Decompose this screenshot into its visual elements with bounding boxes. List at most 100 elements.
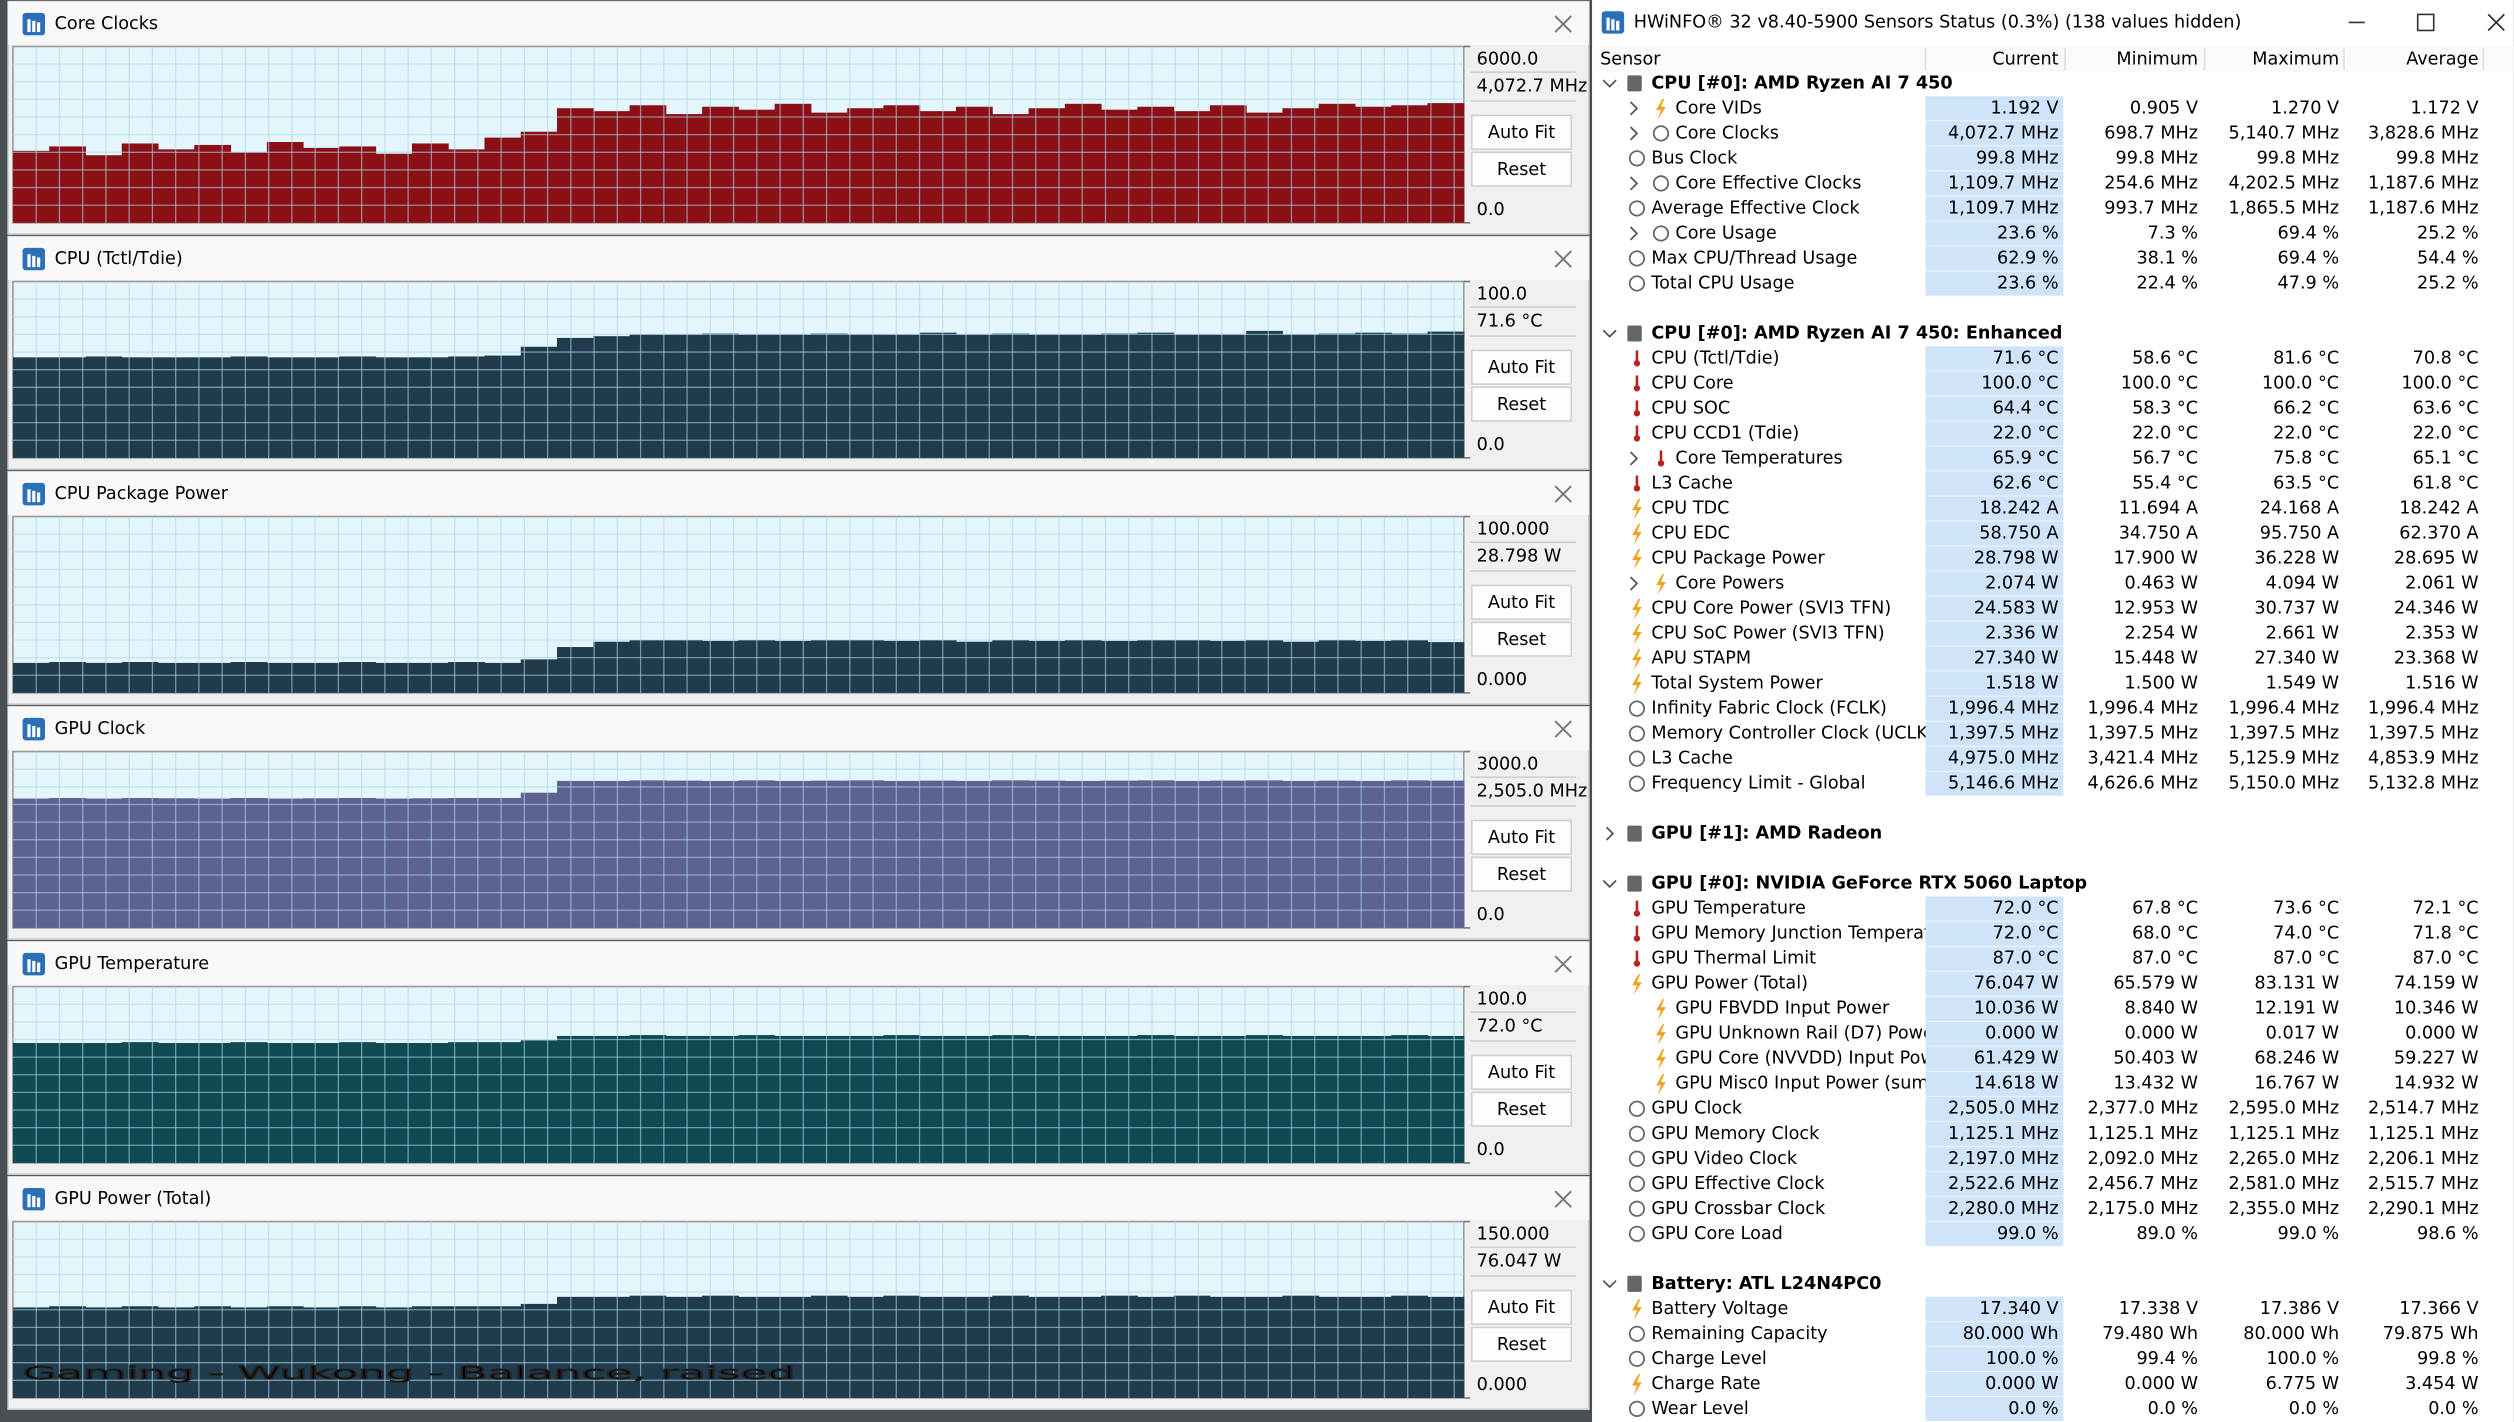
expander[interactable] xyxy=(1605,826,1615,841)
graph-sample xyxy=(883,105,921,223)
reset-label[interactable]: Reset xyxy=(1497,865,1546,885)
graph-sample xyxy=(12,662,50,693)
current-cell xyxy=(1925,1346,2064,1372)
app-icon-bar xyxy=(27,1194,31,1208)
expander[interactable] xyxy=(1602,79,1617,88)
graph-sample xyxy=(883,1035,921,1163)
expander[interactable] xyxy=(1629,101,1639,116)
close-button[interactable] xyxy=(1554,15,1572,33)
graph-sample xyxy=(1282,780,1320,928)
sensor-value: 2.353 W xyxy=(2405,624,2479,644)
sensor-value: 87.0 °C xyxy=(2273,949,2339,969)
expander[interactable] xyxy=(1602,879,1617,889)
graph-sample xyxy=(919,332,957,458)
clock-icon xyxy=(1628,1100,1646,1117)
sensor-value: 1,397.5 MHz xyxy=(2368,724,2479,744)
auto-fit-button[interactable] xyxy=(1471,349,1573,385)
graph-sample xyxy=(1318,1296,1356,1398)
graph-sample xyxy=(702,106,739,223)
graph-sample xyxy=(411,1043,449,1163)
sensor-value: 8.840 W xyxy=(2125,999,2199,1019)
reset-button[interactable] xyxy=(1471,621,1573,657)
reset-label[interactable]: Reset xyxy=(1497,1100,1546,1120)
reset-label[interactable]: Reset xyxy=(1497,1335,1546,1355)
graph-sample xyxy=(520,346,558,458)
graph-sample xyxy=(411,798,449,928)
auto-fit-label[interactable]: Auto Fit xyxy=(1488,593,1555,613)
expander[interactable] xyxy=(1629,176,1639,191)
sensor-label: Bus Clock xyxy=(1651,148,1738,168)
title-bar xyxy=(8,236,1589,280)
reset-button[interactable] xyxy=(1471,856,1573,892)
auto-fit-button[interactable] xyxy=(1471,1054,1573,1090)
graph-sample xyxy=(85,662,123,693)
temp-icon-bulb xyxy=(1657,460,1665,467)
power-icon xyxy=(1632,548,1642,570)
current-cell xyxy=(1925,346,2064,371)
graph-sample xyxy=(375,798,413,928)
group-name: GPU [#0]: NVIDIA GeForce RTX 5060 Laptop xyxy=(1651,874,2087,894)
graph-sample xyxy=(339,1042,377,1163)
expander[interactable] xyxy=(1602,1279,1617,1289)
reset-label[interactable]: Reset xyxy=(1497,630,1546,650)
auto-fit-label[interactable]: Auto Fit xyxy=(1488,828,1555,848)
close-button[interactable] xyxy=(1554,1190,1572,1208)
close-button[interactable] xyxy=(1554,720,1572,738)
graph-sample xyxy=(593,780,631,928)
auto-fit-label[interactable]: Auto Fit xyxy=(1488,1298,1555,1318)
reset-button[interactable] xyxy=(1471,386,1573,422)
reset-button[interactable] xyxy=(1471,151,1573,187)
sensor-value: 65.1 °C xyxy=(2413,449,2479,469)
power-icon xyxy=(1632,498,1642,520)
sensor-value: 71.6 °C xyxy=(1993,348,2059,368)
expander[interactable] xyxy=(1629,576,1639,591)
current-cell xyxy=(1925,171,2064,196)
graph-sample xyxy=(194,144,232,223)
graph-sample xyxy=(593,1296,631,1398)
auto-fit-label[interactable]: Auto Fit xyxy=(1488,358,1555,378)
sensor-label: Average Effective Clock xyxy=(1651,198,1860,218)
graph-sample xyxy=(339,146,377,223)
power-icon xyxy=(1656,1049,1666,1070)
close-button[interactable] xyxy=(1554,250,1572,268)
sensor-label: L3 Cache xyxy=(1651,749,1732,769)
sensor-label: Battery Voltage xyxy=(1651,1299,1788,1319)
clock-icon xyxy=(1628,700,1646,717)
auto-fit-button[interactable] xyxy=(1471,1289,1573,1326)
sensor-value: 100.0 % xyxy=(1986,1349,2059,1369)
sensor-value: 2,456.7 MHz xyxy=(2087,1174,2198,1194)
sensor-value: 2.061 W xyxy=(2405,574,2479,594)
reset-button[interactable] xyxy=(1471,1091,1573,1127)
expander[interactable] xyxy=(1629,126,1639,141)
graph-title: GPU Clock xyxy=(55,719,146,739)
auto-fit-label[interactable]: Auto Fit xyxy=(1488,1063,1555,1083)
reset-label[interactable]: Reset xyxy=(1497,160,1546,180)
app-icon-bar xyxy=(27,959,31,973)
sensor-value: 5,132.8 MHz xyxy=(2368,774,2479,794)
sensor-value: 1,125.1 MHz xyxy=(2229,1124,2340,1144)
reset-label[interactable]: Reset xyxy=(1497,395,1546,415)
auto-fit-button[interactable] xyxy=(1471,584,1573,620)
graph-sample xyxy=(1064,639,1102,693)
expander[interactable] xyxy=(1602,329,1617,338)
app-icon-bar xyxy=(32,255,36,268)
reset-button[interactable] xyxy=(1471,1326,1573,1362)
expander[interactable] xyxy=(1629,226,1639,241)
graph-sample xyxy=(1064,103,1102,223)
graph-sample xyxy=(411,357,449,458)
sensor-value: 1,125.1 MHz xyxy=(2087,1124,2198,1144)
app-icon-bar xyxy=(1616,20,1620,31)
close-button[interactable] xyxy=(1554,955,1572,973)
expander[interactable] xyxy=(1629,451,1639,466)
app-icon-bar xyxy=(32,960,36,973)
auto-fit-button[interactable] xyxy=(1471,819,1573,855)
current-cell xyxy=(1925,1021,2064,1046)
auto-fit-button[interactable] xyxy=(1471,114,1573,150)
maximize-button[interactable] xyxy=(2416,13,2435,32)
current-cell xyxy=(1925,421,2064,446)
close-button[interactable] xyxy=(2487,13,2505,32)
auto-fit-label[interactable]: Auto Fit xyxy=(1488,123,1555,143)
close-button[interactable] xyxy=(1554,485,1572,503)
power-icon xyxy=(1656,1074,1666,1095)
sensor-value: 15.448 W xyxy=(2113,649,2198,669)
